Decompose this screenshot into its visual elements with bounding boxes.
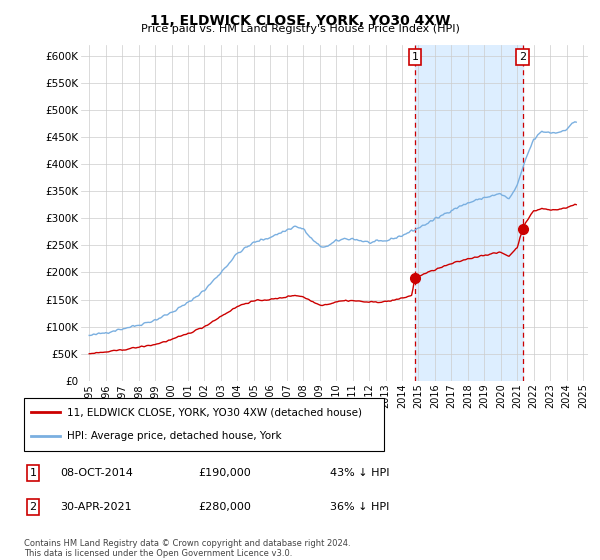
- Text: 1: 1: [412, 52, 418, 62]
- Text: 30-APR-2021: 30-APR-2021: [60, 502, 131, 512]
- Text: 43% ↓ HPI: 43% ↓ HPI: [330, 468, 389, 478]
- Text: Price paid vs. HM Land Registry's House Price Index (HPI): Price paid vs. HM Land Registry's House …: [140, 24, 460, 34]
- Text: 11, ELDWICK CLOSE, YORK, YO30 4XW (detached house): 11, ELDWICK CLOSE, YORK, YO30 4XW (detac…: [67, 408, 362, 418]
- Text: £190,000: £190,000: [198, 468, 251, 478]
- Text: HPI: Average price, detached house, York: HPI: Average price, detached house, York: [67, 431, 282, 441]
- Text: 2: 2: [29, 502, 37, 512]
- Text: 08-OCT-2014: 08-OCT-2014: [60, 468, 133, 478]
- Text: £280,000: £280,000: [198, 502, 251, 512]
- Text: 2: 2: [519, 52, 526, 62]
- Text: 11, ELDWICK CLOSE, YORK, YO30 4XW: 11, ELDWICK CLOSE, YORK, YO30 4XW: [150, 14, 450, 28]
- Text: Contains HM Land Registry data © Crown copyright and database right 2024.
This d: Contains HM Land Registry data © Crown c…: [24, 539, 350, 558]
- Bar: [415, 45, 523, 381]
- FancyBboxPatch shape: [24, 398, 384, 451]
- Text: 36% ↓ HPI: 36% ↓ HPI: [330, 502, 389, 512]
- Text: 1: 1: [29, 468, 37, 478]
